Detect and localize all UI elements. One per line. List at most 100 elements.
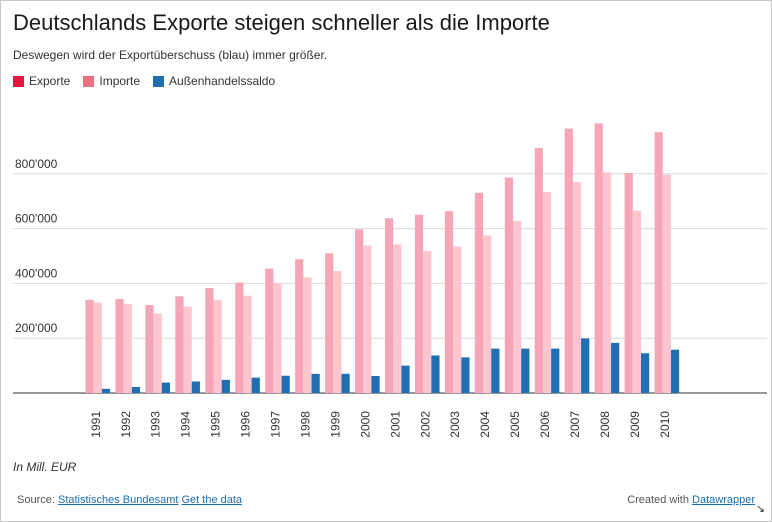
bar-exporte [295, 259, 304, 393]
x-tick-label: 2007 [568, 411, 582, 438]
bar-exporte [624, 172, 633, 393]
x-tick-label: 2003 [448, 411, 462, 438]
x-tick-label: 2010 [658, 411, 672, 438]
legend-swatch-exporte [13, 75, 24, 87]
x-tick-label: 1991 [89, 411, 103, 438]
y-tick-label: 600'000 [15, 212, 58, 226]
x-tick-label: 1997 [269, 411, 283, 438]
bar-importe [93, 302, 102, 393]
bar-importe [393, 244, 402, 393]
x-tick-label: 2004 [478, 411, 492, 438]
x-tick-label: 2001 [388, 411, 402, 438]
created-prefix: Created with [627, 494, 689, 506]
y-tick-label: 400'000 [15, 266, 58, 280]
bar-saldo [131, 386, 141, 393]
bar-importe [153, 313, 162, 393]
bar-saldo [641, 353, 650, 393]
bar-importe [572, 182, 582, 393]
bar-exporte [175, 296, 184, 393]
bar-importe [333, 271, 342, 393]
bar-exporte [235, 282, 244, 393]
legend-swatch-saldo [153, 75, 165, 87]
bar-saldo [581, 338, 590, 393]
bar-exporte [474, 192, 484, 393]
bar-exporte [355, 229, 364, 393]
source-prefix: Source: [17, 494, 55, 506]
bar-exporte [444, 211, 454, 393]
bar-saldo [521, 348, 530, 393]
bar-importe [632, 210, 641, 393]
bar-saldo [311, 373, 320, 393]
bar-exporte [414, 214, 424, 393]
bar-exporte [205, 288, 214, 393]
chart-title: Deutschlands Exporte steigen schneller a… [13, 10, 550, 35]
x-tick-label: 2000 [358, 411, 372, 438]
bar-exporte [594, 123, 603, 393]
legend-label-importe: Importe [99, 74, 141, 88]
bar-importe [602, 172, 612, 393]
source-line: Source: Statistisches Bundesamt Get the … [17, 494, 242, 506]
bar-exporte [85, 299, 94, 393]
bar-importe [513, 220, 522, 393]
bar-saldo [101, 388, 111, 393]
legend: Exporte Importe Außenhandelssaldo [13, 74, 275, 88]
bar-saldo [281, 375, 290, 393]
bar-exporte [385, 218, 394, 393]
bar-saldo [491, 348, 500, 393]
x-tick-label: 1999 [328, 411, 342, 438]
x-tick-label: 2008 [598, 411, 612, 438]
y-tick-label: 800'000 [15, 157, 58, 171]
bar-exporte [265, 268, 274, 393]
datawrapper-link[interactable]: Datawrapper [692, 494, 755, 506]
x-tick-label: 1994 [179, 411, 193, 438]
resize-icon[interactable]: ↘ [755, 503, 765, 515]
get-data-link[interactable]: Get the data [181, 494, 243, 506]
bar-saldo [161, 382, 170, 393]
bar-importe [213, 299, 222, 393]
x-tick-label: 2006 [538, 411, 552, 438]
bar-saldo [670, 349, 680, 393]
x-tick-label: 1992 [119, 411, 133, 438]
bar-saldo [371, 376, 380, 393]
bar-importe [123, 303, 132, 393]
source-link[interactable]: Statistisches Bundesamt [57, 494, 179, 506]
bar-saldo [401, 365, 410, 393]
bar-exporte [325, 253, 334, 393]
bar-importe [363, 245, 372, 393]
x-tick-label: 2002 [418, 411, 432, 438]
x-tick-label: 1998 [298, 411, 312, 438]
bar-exporte [654, 132, 663, 394]
bar-saldo [461, 357, 470, 393]
x-tick-label: 2009 [628, 411, 642, 438]
legend-label-saldo: Außenhandelssaldo [169, 74, 276, 88]
unit-note: In Mill. EUR [13, 460, 77, 474]
bar-importe [303, 277, 312, 393]
legend-label-exporte: Exporte [29, 74, 71, 88]
legend-item-exporte[interactable]: Exporte [13, 74, 70, 88]
legend-item-saldo[interactable]: Außenhandelssaldo [153, 74, 275, 88]
x-tick-label: 1996 [239, 411, 253, 438]
bar-saldo [431, 355, 440, 393]
x-tick-label: 2005 [508, 411, 522, 438]
chart-subtitle: Deswegen wird der Exportüberschuss (blau… [13, 48, 328, 62]
bar-exporte [145, 305, 154, 393]
bar-saldo [221, 379, 230, 393]
bar-saldo [251, 377, 260, 393]
bar-saldo [551, 348, 560, 393]
bar-exporte [534, 148, 543, 393]
bar-importe [243, 295, 252, 393]
bar-importe [483, 235, 492, 393]
x-tick-label: 1995 [209, 411, 223, 438]
bar-importe [542, 191, 552, 393]
legend-item-importe[interactable]: Importe [83, 74, 140, 88]
credit-line: Created with Datawrapper [627, 494, 755, 506]
legend-swatch-importe [83, 75, 95, 87]
bar-importe [423, 251, 432, 393]
bar-exporte [115, 299, 124, 393]
bar-exporte [504, 177, 513, 393]
bar-importe [662, 174, 671, 393]
bar-importe [453, 246, 462, 393]
bar-exporte [564, 128, 573, 393]
